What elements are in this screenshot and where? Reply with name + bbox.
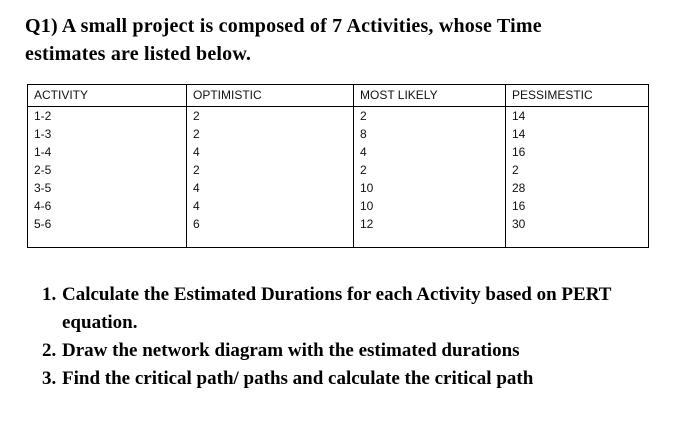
table-row: 1-3 2 8 14 bbox=[27, 125, 649, 143]
table-header-row: ACTIVITY OPTIMISTIC MOST LIKELY PESSIMESTIC bbox=[27, 84, 649, 107]
table-cell: 10 bbox=[353, 179, 506, 197]
document-page: Q1) A small project is composed of 7 Act… bbox=[0, 12, 690, 438]
table-cell: 5-6 bbox=[27, 215, 187, 233]
table-cell: 28 bbox=[505, 179, 649, 197]
table-cell: 4 bbox=[186, 179, 354, 197]
table-cell: 2-5 bbox=[27, 161, 187, 179]
task-item-2: 2. Draw the network diagram with the esti… bbox=[42, 337, 648, 365]
table-row: 1-2 2 2 14 bbox=[27, 106, 649, 125]
table-cell: 4 bbox=[353, 143, 506, 161]
activity-table: ACTIVITY OPTIMISTIC MOST LIKELY PESSIMESTIC… bbox=[27, 84, 649, 248]
table-cell-empty bbox=[353, 233, 506, 247]
table-cell: 2 bbox=[505, 161, 649, 179]
table-cell: 10 bbox=[353, 197, 506, 215]
column-header-activity: ACTIVITY bbox=[27, 84, 187, 107]
question-title-line-1: Q1) A small project is composed of 7 Act… bbox=[25, 15, 542, 37]
table-cell: 14 bbox=[505, 106, 649, 125]
table-cell: 14 bbox=[505, 125, 649, 143]
table-body: 1-2 2 2 14 1-3 2 8 14 1-4 4 4 16 2-5 2 2 2 3-5 4 10 28 4-6 4 1… bbox=[27, 106, 649, 247]
table-row: 4-6 4 10 16 bbox=[27, 197, 649, 215]
table-cell: 2 bbox=[186, 161, 354, 179]
task-number: 1. bbox=[42, 283, 57, 305]
table-cell: 3-5 bbox=[27, 179, 187, 197]
table-cell: 4 bbox=[186, 143, 354, 161]
table-cell: 16 bbox=[505, 197, 649, 215]
table-cell: 16 bbox=[505, 143, 649, 161]
table-cell: 6 bbox=[186, 215, 354, 233]
table-cell: 2 bbox=[186, 106, 354, 125]
table-row: 1-4 4 4 16 bbox=[27, 143, 649, 161]
table-cell: 1-2 bbox=[27, 106, 187, 125]
task-number: 3. bbox=[42, 367, 57, 389]
table-cell: 4 bbox=[186, 197, 354, 215]
table-cell: 4-6 bbox=[27, 197, 187, 215]
table-row: 5-6 6 12 30 bbox=[27, 215, 649, 233]
table-cell: 2 bbox=[353, 106, 506, 125]
question-title-line-2: estimates are listed below. bbox=[25, 43, 252, 65]
column-header-optimistic: OPTIMISTIC bbox=[186, 84, 354, 107]
table-cell: 12 bbox=[353, 215, 506, 233]
table-row: 2-5 2 2 2 bbox=[27, 161, 649, 179]
task-list: 1. Calculate the Estimated Durations for … bbox=[42, 281, 648, 393]
task-item-1: 1. Calculate the Estimated Durations for … bbox=[42, 281, 648, 337]
task-number: 2. bbox=[42, 339, 57, 361]
table-row: 3-5 4 10 28 bbox=[27, 179, 649, 197]
task-text: Draw the network diagram with the estima… bbox=[62, 339, 520, 361]
table-cell: 8 bbox=[353, 125, 506, 143]
table-cell: 1-4 bbox=[27, 143, 187, 161]
table-cell: 2 bbox=[353, 161, 506, 179]
column-header-pessimestic: PESSIMESTIC bbox=[505, 84, 649, 107]
table-cell-empty bbox=[505, 233, 649, 247]
task-item-3: 3. Find the critical path/ paths and calc… bbox=[42, 365, 648, 393]
table-cell: 2 bbox=[186, 125, 354, 143]
table-cell-empty bbox=[27, 233, 187, 247]
table-cell: 30 bbox=[505, 215, 649, 233]
question-title: Q1) A small project is composed of 7 Act… bbox=[25, 12, 690, 68]
table-cell: 1-3 bbox=[27, 125, 187, 143]
table-spacer-row bbox=[27, 233, 649, 247]
task-text: Find the critical path/ paths and calcul… bbox=[62, 367, 534, 389]
task-text: Calculate the Estimated Durations for ea… bbox=[62, 283, 612, 333]
column-header-most-likely: MOST LIKELY bbox=[353, 84, 506, 107]
table-cell-empty bbox=[186, 233, 354, 247]
